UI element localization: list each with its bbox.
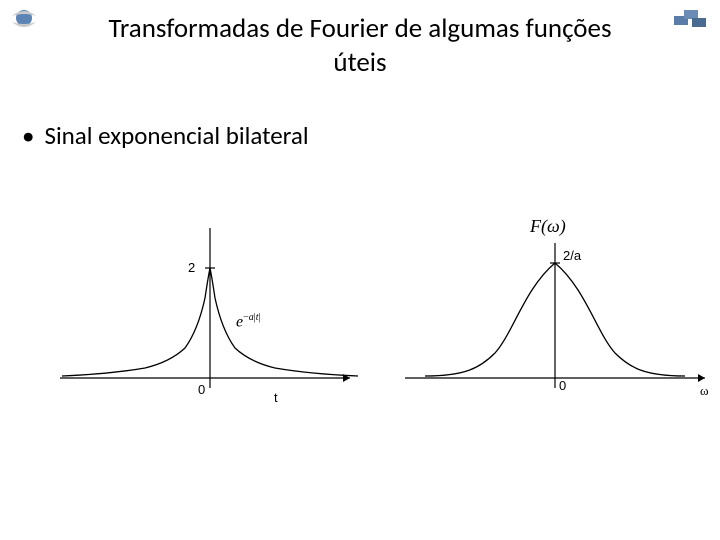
slide-title: Transformadas de Fourier de algumas funç… bbox=[0, 12, 720, 80]
title-line1: Transformadas de Fourier de algumas funç… bbox=[108, 12, 611, 45]
right-x-axis-label: ω bbox=[700, 383, 709, 399]
left-origin-label: 0 bbox=[198, 382, 205, 397]
bullet-text: Sinal exponencial bilateral bbox=[44, 120, 308, 151]
left-peak-label: 2 bbox=[188, 260, 195, 275]
right-origin-label: 0 bbox=[559, 378, 566, 393]
left-curve-label: e−a|t| bbox=[236, 312, 261, 331]
bullet-item: • Sinal exponencial bilateral bbox=[22, 120, 309, 151]
time-domain-chart: 2 0 t e−a|t| bbox=[50, 218, 370, 438]
title-line2: úteis bbox=[333, 46, 386, 79]
charts-container: F(ω) 2 0 t e−a|t| bbox=[0, 218, 720, 478]
bullet-dot-icon: • bbox=[22, 120, 34, 151]
frequency-domain-chart: 2/a 0 ω bbox=[395, 218, 715, 438]
left-x-axis-label: t bbox=[274, 390, 278, 405]
right-peak-label: 2/a bbox=[563, 248, 581, 263]
